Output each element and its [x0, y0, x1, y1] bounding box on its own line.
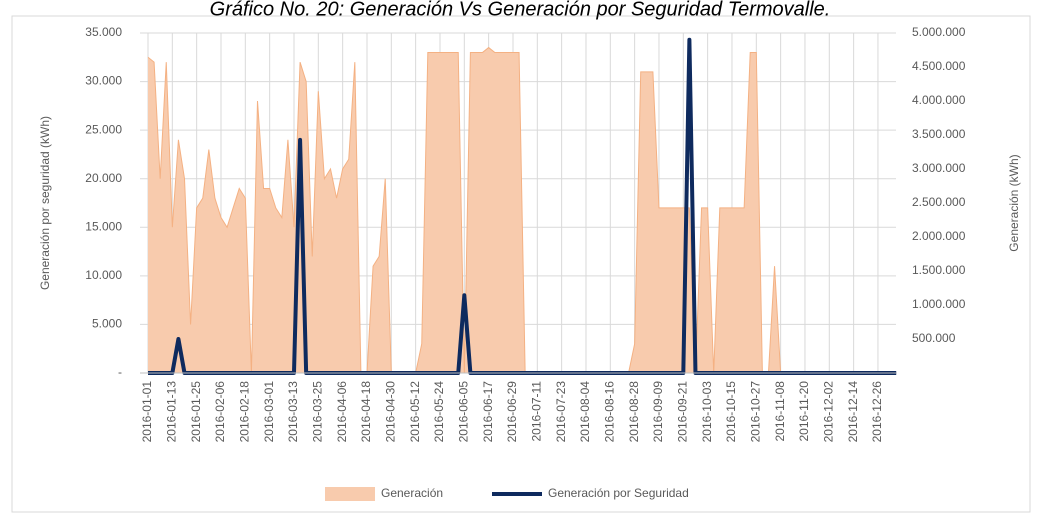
x-tick-label: 2016-10-03: [700, 381, 714, 443]
y-tick-label: 5.000: [92, 317, 122, 331]
chart-frame: [11, 15, 1031, 513]
y-tick-label: 35.000: [85, 25, 122, 39]
x-tick-label: 2016-06-29: [505, 381, 519, 443]
x-tick-label: 2016-08-16: [602, 381, 616, 443]
y-tick-label: 25.000: [85, 122, 122, 136]
x-tick-label: 2016-09-09: [651, 381, 665, 443]
area-fill: [148, 47, 897, 373]
x-tick-label: 2016-01-13: [165, 381, 179, 443]
x-tick-label: 2016-11-08: [773, 381, 787, 442]
x-tick-label: 2016-12-26: [870, 381, 884, 443]
y2-tick-label: 3.500.000: [912, 127, 966, 141]
y-tick-label: -: [118, 365, 122, 379]
y2-tick-label: 4.500.000: [912, 59, 966, 73]
y2-tick-label: 3.000.000: [912, 161, 966, 175]
x-tick-label: 2016-12-14: [846, 381, 860, 443]
area-edge: [147, 46, 897, 374]
y-tick-label: 30.000: [85, 74, 122, 88]
x-tick-label: 2016-01-01: [140, 381, 154, 443]
x-tick-label: 2016-09-21: [675, 381, 689, 443]
y2-tick-label: 500.000: [912, 331, 956, 345]
x-tick-label: 2016-06-05: [456, 381, 470, 443]
y-tick-label: 10.000: [85, 268, 122, 282]
x-tick-label: 2016-03-25: [310, 381, 324, 443]
y-tick-label: 15.000: [85, 219, 122, 233]
x-tick-label: 2016-04-06: [335, 381, 349, 443]
y2-tick-label: 4.000.000: [912, 93, 966, 107]
x-tick-label: 2016-05-12: [408, 381, 422, 443]
y-axis-title: Generación por seguridad (kWh): [38, 116, 52, 290]
y2-tick-label: 5.000.000: [912, 25, 966, 39]
x-tick-label: 2016-04-30: [383, 381, 397, 443]
x-tick-label: 2016-04-18: [359, 381, 373, 443]
x-tick-label: 2016-06-17: [481, 381, 495, 443]
x-tick-label: 2016-12-02: [821, 381, 835, 443]
y2-tick-label: 1.500.000: [912, 263, 966, 277]
x-tick-label: 2016-07-23: [554, 381, 568, 443]
x-tick-label: 2016-05-24: [432, 381, 446, 443]
y2-tick-label: 1.000.000: [912, 297, 966, 311]
legend-label: Generación: [381, 486, 443, 500]
y-tick-label: 20.000: [85, 171, 122, 185]
legend-swatch: [325, 487, 375, 501]
x-tick-label: 2016-03-13: [286, 381, 300, 443]
x-tick-label: 2016-02-06: [213, 381, 227, 443]
x-tick-label: 2016-11-20: [797, 381, 811, 442]
x-tick-label: 2016-08-28: [627, 381, 641, 443]
x-tick-label: 2016-02-18: [237, 381, 251, 443]
y2-tick-label: 2.500.000: [912, 195, 966, 209]
x-tick-label: 2016-07-11: [529, 381, 543, 442]
chart-title: Gráfico No. 20: Generación Vs Generación…: [210, 0, 831, 20]
x-tick-label: 2016-08-04: [578, 381, 592, 443]
legend-label: Generación por Seguridad: [548, 486, 689, 500]
y2-tick-label: 2.000.000: [912, 229, 966, 243]
y2-axis-title: Generación (kWh): [1007, 154, 1021, 251]
x-tick-label: 2016-10-27: [748, 381, 762, 443]
x-tick-label: 2016-10-15: [724, 381, 738, 443]
x-tick-label: 2016-03-01: [262, 381, 276, 443]
x-tick-label: 2016-01-25: [189, 381, 203, 443]
